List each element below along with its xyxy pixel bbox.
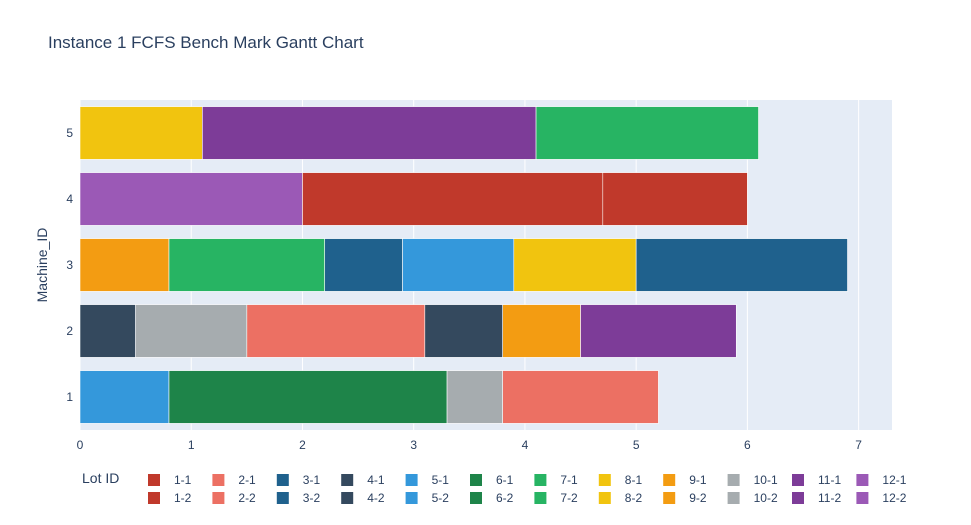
gantt-bar — [79, 304, 136, 358]
y-tick-labels: 1 2 3 4 5 — [66, 126, 73, 404]
gantt-bar — [535, 106, 759, 160]
legend-label: 8-1 — [625, 473, 643, 487]
legend-swatch — [148, 474, 160, 486]
bars — [79, 106, 848, 424]
gantt-bar — [79, 370, 170, 424]
chart-title: Instance 1 FCFS Bench Mark Gantt Chart — [48, 33, 364, 52]
legend-swatch — [534, 474, 547, 486]
legend-label: 4-1 — [367, 473, 385, 487]
legend-label: 7-1 — [560, 473, 578, 487]
y-tick-label: 2 — [66, 324, 73, 338]
y-axis-label: Machine_ID — [34, 228, 50, 303]
legend-label: 1-1 — [174, 473, 192, 487]
gantt-bar — [513, 238, 637, 292]
legend-label: 2-2 — [238, 491, 256, 505]
legend-swatch — [856, 474, 869, 486]
gantt-bar — [402, 238, 515, 292]
y-tick-label: 1 — [66, 390, 73, 404]
legend-label: 1-2 — [174, 491, 192, 505]
gantt-bar — [202, 106, 537, 160]
gantt-bar — [602, 172, 748, 226]
gantt-bar — [135, 304, 248, 358]
gantt-bar — [580, 304, 737, 358]
gantt-bar — [246, 304, 426, 358]
legend-label: 7-2 — [560, 491, 578, 505]
legend-swatch — [470, 474, 482, 486]
x-tick-label: 4 — [522, 438, 529, 452]
x-tick-label: 5 — [633, 438, 640, 452]
legend-label: 12-1 — [882, 473, 906, 487]
x-tick-label: 3 — [410, 438, 417, 452]
legend-swatch — [792, 492, 804, 504]
legend-title: Lot ID — [82, 470, 119, 486]
legend-swatch — [148, 492, 160, 504]
gantt-bar — [324, 238, 403, 292]
legend-label: 11-2 — [818, 491, 841, 505]
legend-label: 8-2 — [625, 491, 643, 505]
legend-label: 5-1 — [432, 473, 450, 487]
legend-swatch — [341, 474, 354, 486]
legend-swatch — [792, 474, 804, 486]
gantt-bar — [79, 172, 303, 226]
legend-swatch — [276, 492, 289, 504]
legend-label: 9-1 — [689, 473, 707, 487]
gantt-bar — [502, 304, 581, 358]
legend-label: 11-1 — [818, 473, 841, 487]
legend-label: 5-2 — [432, 491, 450, 505]
legend-label: 3-2 — [303, 491, 321, 505]
legend: 1-1 1-2 2-1 2-2 3-1 3-2 4-1 4-2 5-1 5-2 6-1 6-2 7-1 7… — [148, 473, 907, 505]
legend-label: 10-2 — [754, 491, 778, 505]
legend-swatch — [727, 474, 740, 486]
legend-swatch — [663, 492, 676, 504]
legend-swatch — [598, 492, 611, 504]
gantt-bar — [424, 304, 503, 358]
legend-swatch — [405, 474, 418, 486]
legend-label: 2-1 — [238, 473, 256, 487]
legend-label: 3-1 — [303, 473, 321, 487]
gantt-bar — [502, 370, 659, 424]
legend-swatch — [534, 492, 547, 504]
legend-label: 10-1 — [754, 473, 778, 487]
legend-label: 9-2 — [689, 491, 707, 505]
legend-label: 4-2 — [367, 491, 385, 505]
y-tick-label: 4 — [66, 192, 73, 206]
gantt-bar — [79, 238, 170, 292]
x-tick-label: 0 — [77, 438, 84, 452]
legend-label: 12-2 — [882, 491, 906, 505]
legend-swatch — [212, 492, 225, 504]
legend-label: 6-2 — [496, 491, 514, 505]
gantt-bar — [302, 172, 604, 226]
legend-swatch — [727, 492, 740, 504]
gantt-bar — [168, 370, 448, 424]
legend-label: 6-1 — [496, 473, 514, 487]
legend-swatch — [405, 492, 418, 504]
legend-swatch — [598, 474, 611, 486]
x-tick-label: 6 — [744, 438, 751, 452]
gantt-bar — [446, 370, 503, 424]
legend-swatch — [663, 474, 676, 486]
x-tick-labels: 0 1 2 3 4 5 6 7 — [77, 438, 863, 452]
legend-swatch — [212, 474, 225, 486]
y-tick-label: 3 — [66, 258, 73, 272]
legend-swatch — [470, 492, 482, 504]
gantt-bar — [168, 238, 326, 292]
gantt-bar — [79, 106, 203, 160]
x-tick-label: 7 — [855, 438, 862, 452]
y-tick-label: 5 — [66, 126, 73, 140]
legend-swatch — [341, 492, 354, 504]
x-tick-label: 1 — [188, 438, 195, 452]
legend-swatch — [856, 492, 869, 504]
legend-swatch — [276, 474, 289, 486]
gantt-bar — [635, 238, 848, 292]
x-tick-label: 2 — [299, 438, 306, 452]
